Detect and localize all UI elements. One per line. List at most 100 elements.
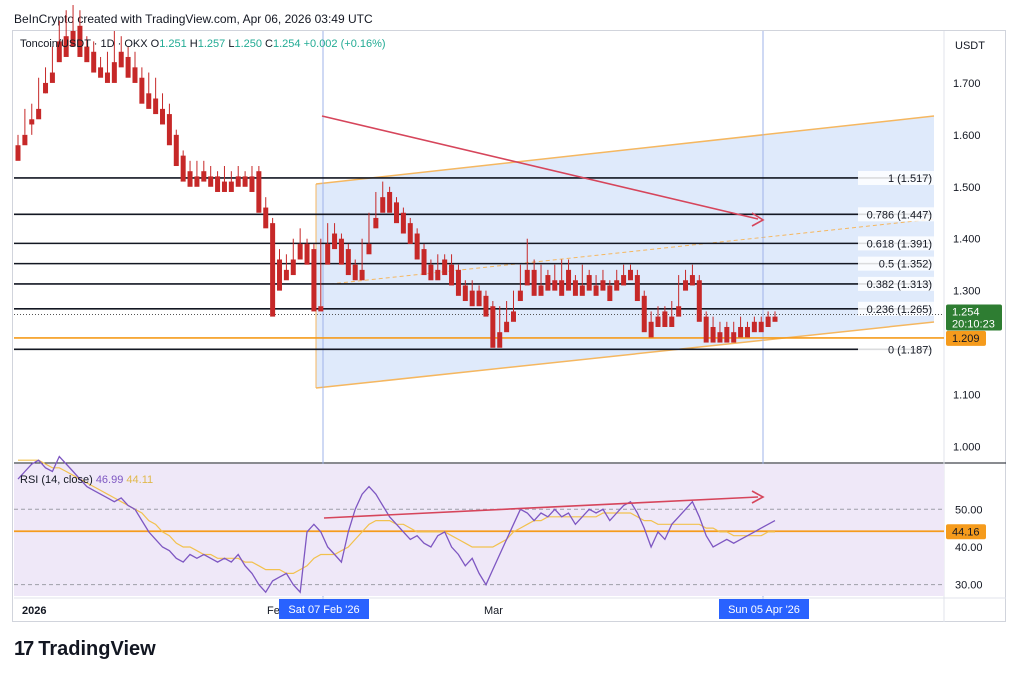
candle-body [648,321,654,338]
chart-attribution: BeInCrypto created with TradingView.com,… [14,12,373,26]
candle-body [676,306,682,317]
support-price-tag [946,330,986,346]
candle-body [104,72,110,83]
candle-body [407,223,413,244]
candle-body [435,269,441,281]
fib-level-label: 0 (1.187) [888,344,932,356]
fib-label-bg [858,276,934,291]
candle-body [146,93,152,109]
bearish-trend-arrow [321,115,759,220]
channel-lower-line [315,321,935,389]
tradingview-logo-icon: 17 [14,638,34,660]
candle-body [70,31,76,47]
candle-body [586,275,592,291]
candle-body [311,249,317,312]
time-tick-label: Mar [484,605,503,617]
candle-body [332,233,338,250]
candle-body [455,269,461,296]
rsi-divergence-arrow-head [751,490,765,504]
fib-level-label: 1 (1.517) [888,173,932,185]
candle-body [325,243,331,265]
candle-body [400,212,406,234]
candle-body [559,280,565,296]
fib-level-label: 0.618 (1.391) [867,238,932,250]
candle-body [765,316,771,327]
candle-body [352,264,358,281]
candle-body [414,233,420,260]
candle-body [662,311,668,327]
candle-body [201,171,207,182]
price-tick-label: 1.500 [953,182,981,194]
candle-body [380,197,386,213]
candle-body [338,238,344,265]
ticker-change: +0.002 (+0.16%) [303,38,386,50]
rsi-line [17,455,776,594]
candle-body [43,82,49,94]
ticker-symbol: Toncoin/USDT · 1D · OKX [20,38,148,50]
candle-body [394,202,399,224]
candle-body [607,285,613,302]
candle-body [462,285,468,302]
candle-body [98,67,104,78]
last-price-value: 1.254 [952,307,980,319]
price-tick-label: 1.100 [953,389,981,401]
candle-body [710,326,716,343]
candle-body [490,306,496,348]
crosshair-left-date: Sat 07 Feb '26 [288,604,359,616]
tradingview-logo: 17 TradingView [14,638,156,661]
candle-body [566,269,572,291]
candle-body [49,72,55,83]
fib-label-bg [858,236,934,251]
candle-body [696,280,702,322]
candle-body [173,134,179,167]
candle-body [497,332,503,348]
candle-body [669,316,675,327]
candle-body [731,332,737,343]
candle-body [469,290,475,307]
candle-body [751,321,757,333]
candle-body [724,326,730,343]
rsi-level-tag [946,524,986,540]
ticker-close: 1.254 [273,38,301,50]
candle-body [683,280,689,291]
candle-body [449,264,455,286]
candle-body [283,269,289,281]
candle-body [242,176,248,187]
candle-body [538,285,544,296]
candle-body [510,311,516,322]
fib-label-bg [858,207,934,222]
candle-body [228,181,234,192]
candle-body [235,176,241,187]
candle-body [600,280,606,291]
ticker-legend: Toncoin/USDT · 1D · OKX O1.251 H1.257 L1… [20,38,386,50]
rsi-divergence-arrow [323,496,759,519]
candle-body [552,280,558,291]
candle-body [84,46,90,63]
ticker-low: 1.250 [234,38,262,50]
ticker-high: 1.257 [197,38,226,50]
price-tick-label: 1.600 [953,130,981,142]
candle-body [517,290,523,302]
candle-body [579,285,585,296]
candle-body [504,321,510,333]
candle-body [160,108,166,125]
chart-frame [12,30,1006,622]
candle-body [483,295,489,317]
fib-level-label: 0.382 (1.313) [867,279,932,291]
fib-level-label: 0.236 (1.265) [867,304,932,316]
candle-body [772,316,778,322]
rsi-value: 46.99 [95,474,124,486]
crosshair-right-date-tag [719,599,809,619]
candle-body [194,176,200,187]
fib-level-label: 0.5 (1.352) [879,259,932,271]
candle-body [15,145,21,161]
crosshair-right-date: Sun 05 Apr '26 [728,604,800,616]
candle-body [29,119,35,125]
candle-body [545,275,551,291]
candle-body [689,275,695,286]
candle-body [166,114,172,146]
candle-body [153,98,159,115]
price-tick-label: 1.000 [953,441,981,453]
candle-body [345,249,351,276]
